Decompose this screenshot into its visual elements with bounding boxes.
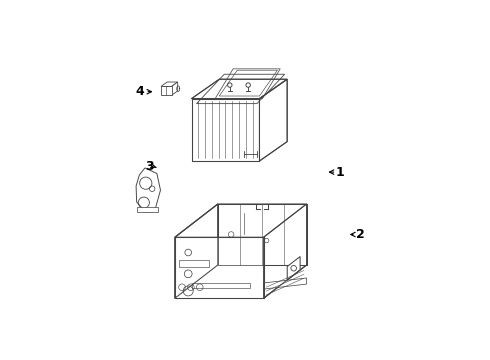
Text: 1: 1 [336,166,344,179]
Polygon shape [175,265,307,298]
Text: 4: 4 [136,85,145,98]
Polygon shape [218,204,307,265]
Polygon shape [287,257,300,280]
Text: 2: 2 [356,228,365,241]
Polygon shape [175,237,264,298]
Polygon shape [172,82,178,95]
Polygon shape [138,207,158,212]
Polygon shape [264,278,307,289]
Polygon shape [259,79,287,161]
Text: 3: 3 [146,160,154,173]
Polygon shape [264,204,307,298]
Polygon shape [136,168,161,212]
Polygon shape [175,204,218,298]
Polygon shape [161,86,172,95]
Polygon shape [161,82,178,86]
Polygon shape [192,79,287,99]
Polygon shape [192,99,259,161]
